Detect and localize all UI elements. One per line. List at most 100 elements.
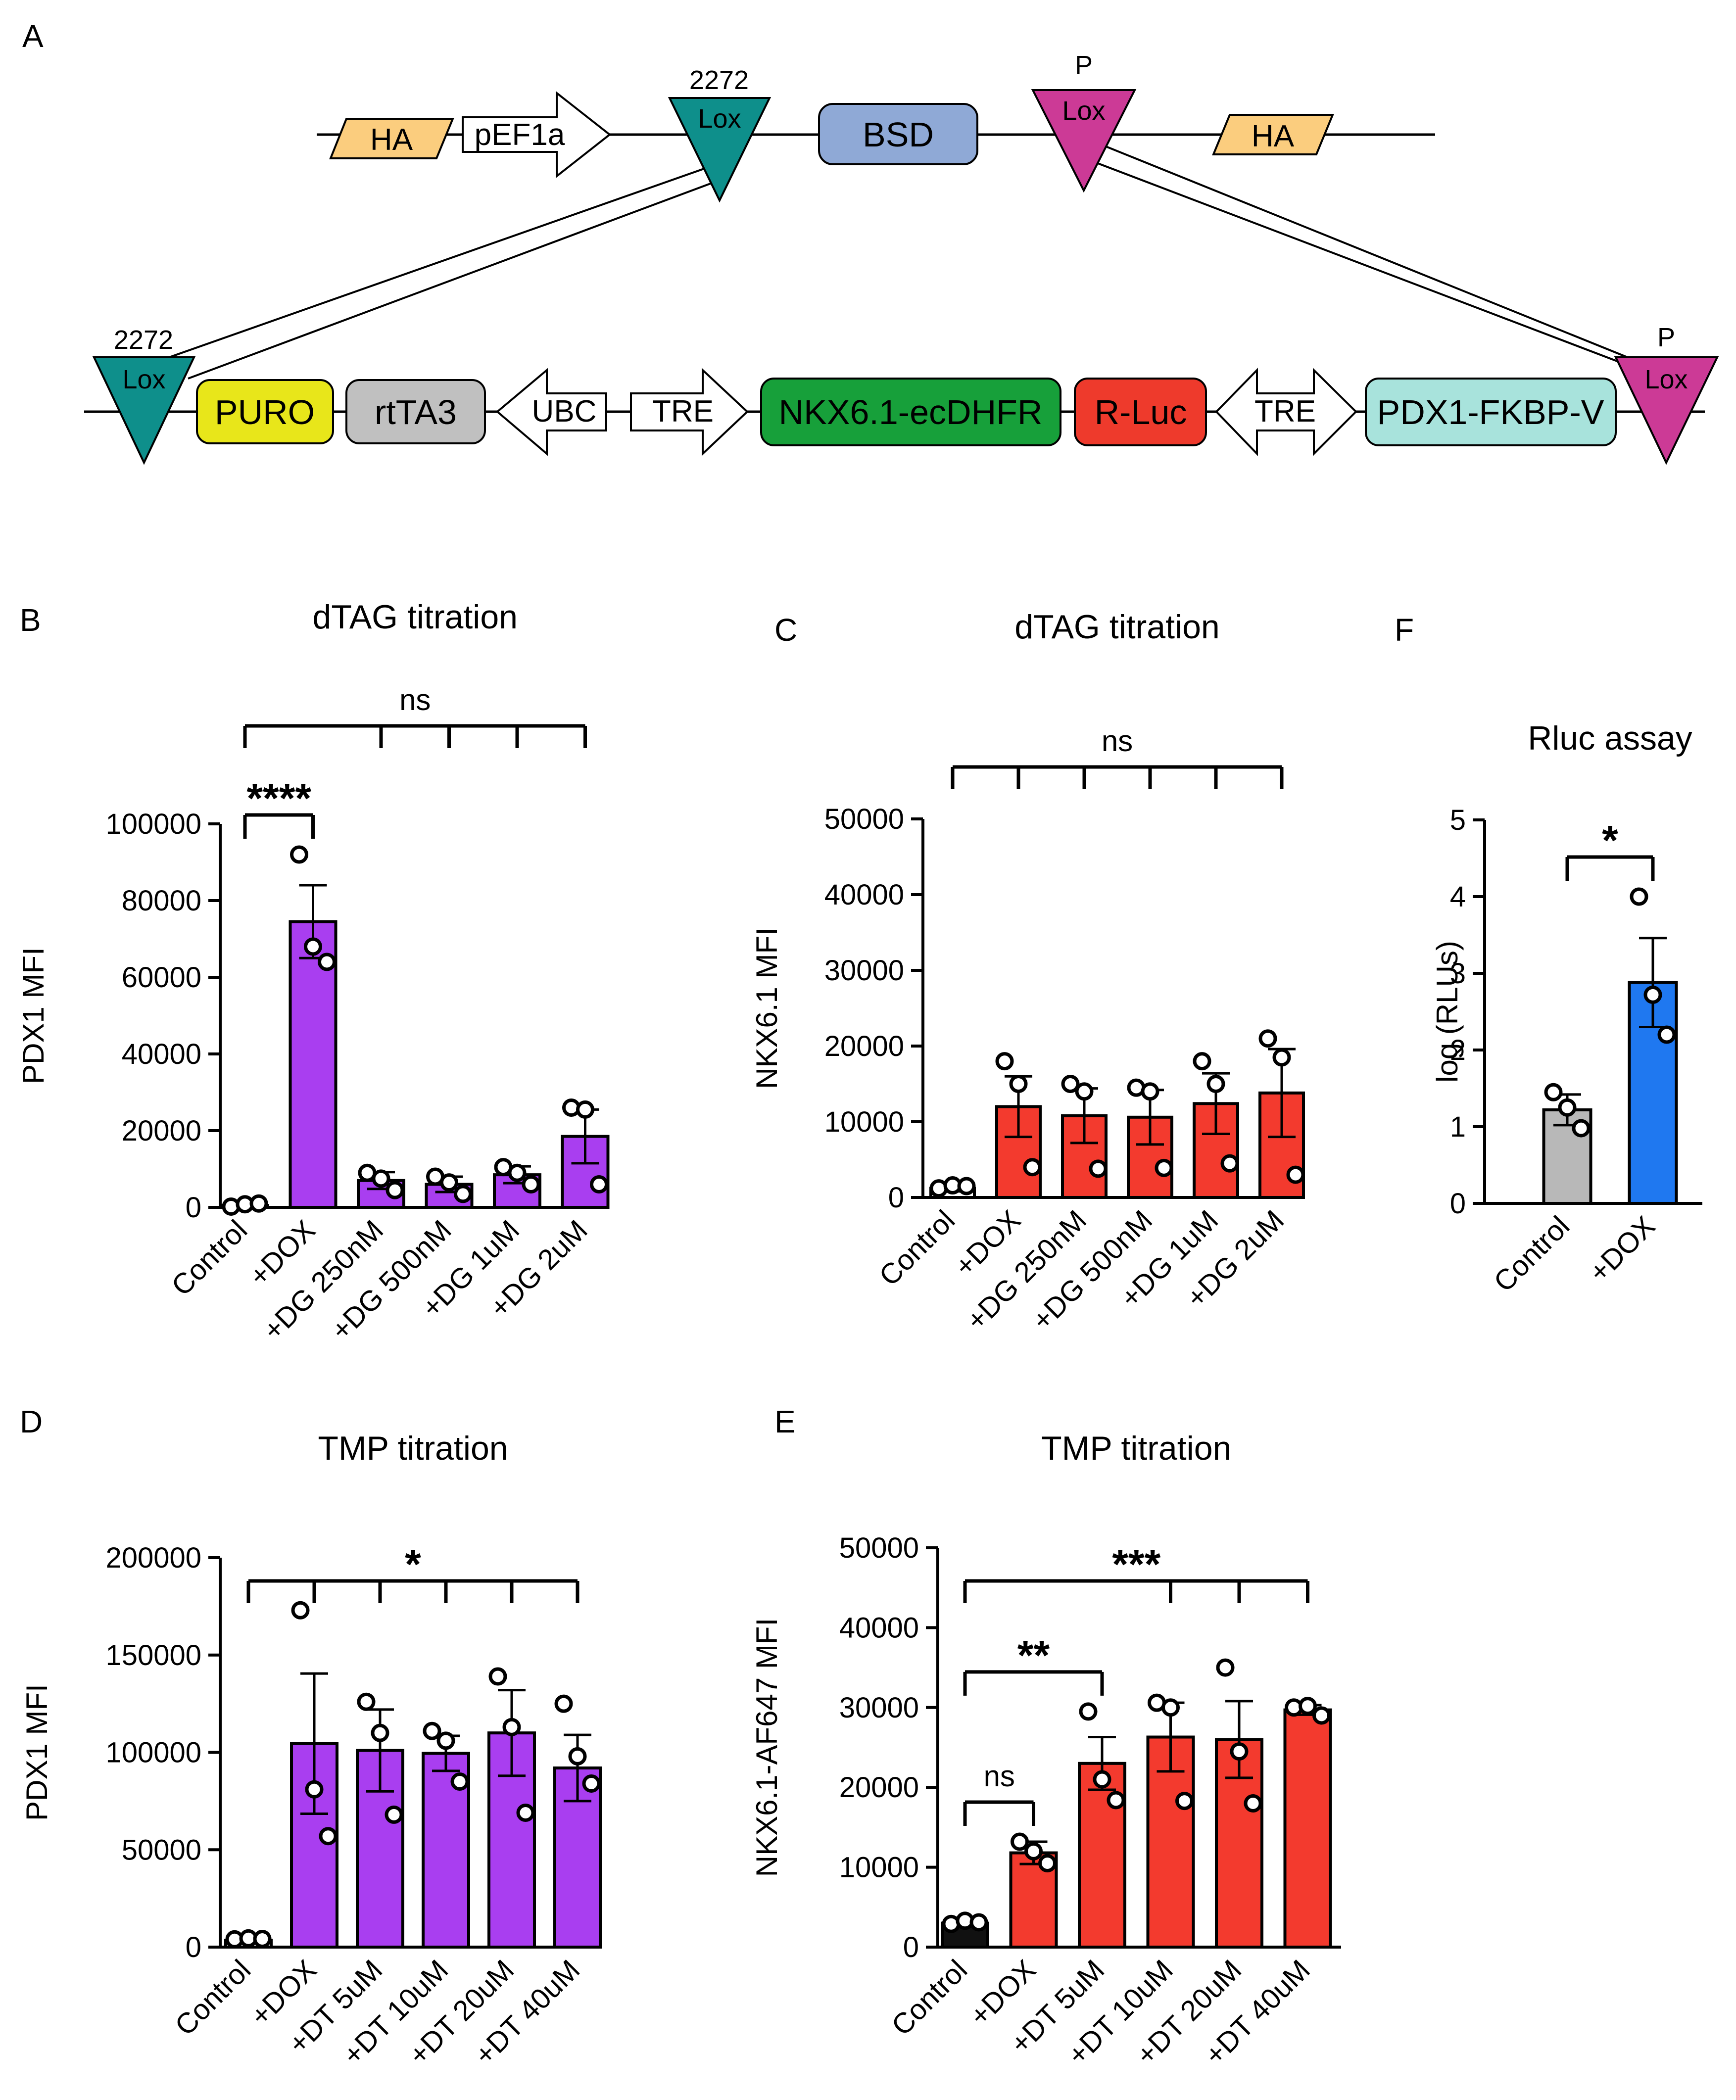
rtta3-element: rtTA3 — [345, 379, 486, 444]
data-point — [1312, 1706, 1331, 1725]
y-axis-label: NKX6.1 MFI — [750, 927, 783, 1089]
tre2-arrow-shape — [1215, 368, 1357, 456]
data-point — [1089, 1159, 1108, 1178]
pdx-label: PDX1-FKBP-V — [1377, 393, 1604, 431]
data-point — [1206, 1075, 1225, 1093]
data-point — [1009, 1075, 1028, 1093]
data-point — [969, 1913, 988, 1932]
data-point — [1079, 1702, 1098, 1721]
y-tick-label: 0 — [903, 1931, 919, 1963]
pdx-box — [1365, 378, 1617, 446]
lox2272-bottom-label: Lox — [122, 365, 165, 394]
data-point — [957, 1177, 976, 1195]
significance-label: ns — [1102, 724, 1133, 758]
data-point — [522, 1175, 540, 1193]
chart-panel-b: dTAG titration 0 20000 40000 60000 80000 10000… — [17, 598, 610, 1346]
y-tick-label: 40000 — [122, 1038, 201, 1070]
puro-element: PURO — [196, 379, 334, 444]
y-tick-label: 1 — [1450, 1111, 1466, 1143]
chart-panel-d: TMP titration 0 50000 100000 150000 200000 PDX… — [20, 1430, 602, 2071]
data-point — [568, 1747, 587, 1766]
chart-title: dTAG titration — [313, 598, 518, 636]
data-point — [1061, 1075, 1080, 1093]
x-tick-label: Control — [1488, 1210, 1576, 1298]
y-tick-label: 0 — [1450, 1188, 1466, 1220]
bar — [553, 1766, 602, 1949]
x-tick-label: Control — [165, 1214, 253, 1302]
data-point — [502, 1718, 521, 1736]
data-point — [1107, 1791, 1125, 1810]
panel-letter-a: A — [22, 18, 44, 54]
nkx-ecdhfr-element: NKX6.1-ecDHFR — [760, 378, 1061, 446]
chart-panel-c: dTAG titration 0 10000 20000 30000 40000 50000… — [750, 608, 1305, 1336]
data-point — [1299, 1697, 1317, 1716]
y-tick-label: 3 — [1450, 957, 1466, 990]
y-tick-label: 20000 — [839, 1771, 919, 1804]
data-point — [1258, 1029, 1277, 1048]
y-tick-label: 5 — [1450, 804, 1466, 836]
data-point — [1230, 1742, 1249, 1761]
ha-right-shape — [1212, 114, 1334, 155]
data-point — [423, 1721, 441, 1740]
ha-left-element: HA — [329, 118, 454, 159]
data-point — [590, 1175, 608, 1193]
data-point — [576, 1100, 594, 1119]
x-tick-label: Control — [169, 1954, 257, 2042]
chart-title: dTAG titration — [1014, 608, 1219, 646]
data-point — [554, 1694, 573, 1713]
data-point — [1175, 1792, 1194, 1811]
data-point — [436, 1731, 455, 1750]
data-point — [290, 845, 308, 864]
lox2272-bottom-number: 2272 — [114, 325, 173, 355]
lox2272-top-label: Lox — [698, 104, 741, 134]
loxp-top: P Lox — [1031, 50, 1137, 193]
y-tick-label: 60000 — [122, 961, 201, 994]
data-point — [1244, 1794, 1262, 1813]
chart-title: Rluc assay — [1528, 719, 1692, 757]
y-axis-label: PDX1 MFI — [17, 947, 50, 1084]
pef1a-label: pEF1a — [475, 118, 565, 152]
x-tick-label: Control — [885, 1954, 973, 2042]
y-axis-label: PDX1 MFI — [20, 1684, 53, 1821]
y-tick-label: 0 — [186, 1931, 201, 1963]
y-tick-label: 50000 — [824, 803, 904, 835]
y-tick-label: 10000 — [839, 1852, 919, 1884]
bsd-label: BSD — [863, 115, 934, 154]
data-point — [1572, 1119, 1591, 1138]
data-point — [1272, 1048, 1291, 1067]
lox2272-top-number: 2272 — [689, 65, 749, 95]
y-tick-label: 0 — [888, 1182, 904, 1214]
y-tick-label: 40000 — [824, 879, 904, 911]
data-point — [488, 1667, 507, 1686]
y-tick-label: 20000 — [122, 1115, 201, 1147]
y-tick-label: 10000 — [824, 1106, 904, 1138]
significance-label: ns — [399, 683, 431, 716]
pef1a-promoter: pEF1a — [462, 91, 612, 179]
data-point — [1161, 1698, 1180, 1717]
data-point — [995, 1052, 1014, 1071]
significance-label: * — [405, 1541, 421, 1587]
tre-promoter-2: TRE — [1215, 368, 1357, 456]
pdx1-fkbp-element: PDX1-FKBP-V — [1365, 378, 1617, 446]
loxp-top-triangle — [1031, 89, 1137, 193]
data-point — [1286, 1165, 1305, 1184]
y-tick-label: 150000 — [105, 1639, 201, 1671]
data-point — [1038, 1854, 1057, 1873]
bsd-box — [818, 103, 978, 165]
data-point — [253, 1929, 272, 1948]
data-point — [357, 1692, 376, 1711]
loxp-top-number: P — [1075, 50, 1093, 80]
y-tick-label: 50000 — [122, 1834, 201, 1866]
lox2272-top: 2272 Lox — [668, 65, 772, 203]
ubc-arrow-shape — [495, 368, 607, 456]
ubc-label: UBC — [532, 394, 597, 429]
y-tick-label: 20000 — [824, 1030, 904, 1062]
significance-label: *** — [1112, 1541, 1160, 1587]
data-point — [1011, 1832, 1029, 1851]
tre1-label: TRE — [652, 394, 714, 429]
data-point — [582, 1774, 601, 1793]
loxp-bottom-triangle — [1614, 356, 1719, 465]
ha-left-label: HA — [370, 123, 413, 157]
data-point — [1075, 1082, 1094, 1101]
